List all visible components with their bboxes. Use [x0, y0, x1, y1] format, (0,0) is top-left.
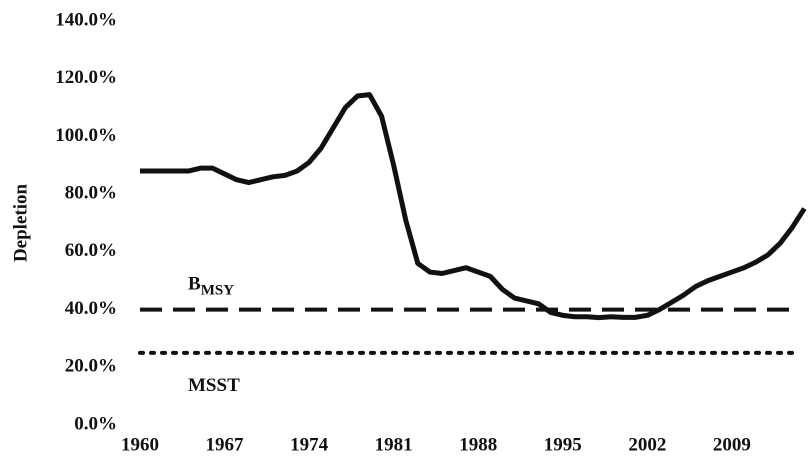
reference-label-text: MSST: [188, 375, 240, 396]
y-tick-label: 100.0%: [55, 125, 117, 146]
y-tick-label: 40.0%: [65, 298, 117, 319]
reference-label-subscript: MSY: [201, 283, 235, 299]
x-tick-label: 1960: [121, 434, 159, 455]
reference-label: MSST: [188, 375, 240, 396]
reference-label-text: B: [188, 274, 201, 295]
x-tick-label: 2002: [628, 434, 666, 455]
y-tick-label: 0.0%: [74, 413, 117, 434]
y-tick-label: 60.0%: [65, 240, 117, 261]
y-tick-label: 140.0%: [55, 9, 117, 30]
x-tick-label: 1967: [206, 434, 245, 455]
x-tick-label: 1981: [375, 434, 413, 455]
y-tick-label: 80.0%: [65, 183, 117, 204]
reference-label: BMSY: [188, 274, 234, 299]
y-axis-label: Depletion: [10, 184, 31, 263]
x-tick-label: 1974: [290, 434, 329, 455]
y-tick-label: 120.0%: [55, 67, 117, 88]
x-tick-label: 1995: [544, 434, 582, 455]
x-tick-label: 1988: [459, 434, 497, 455]
x-tick-label: 2009: [713, 434, 751, 455]
y-tick-label: 20.0%: [65, 356, 117, 377]
data-line: [140, 92, 807, 321]
